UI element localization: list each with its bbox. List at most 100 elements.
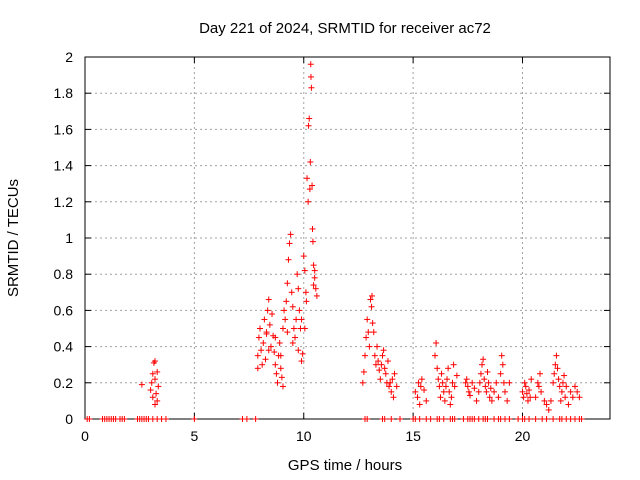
data-point: [397, 416, 403, 422]
data-point: [415, 379, 422, 386]
data-point: [444, 376, 451, 383]
data-point: [267, 343, 274, 350]
y-tick-label: 1.8: [54, 85, 74, 101]
data-point: [555, 376, 562, 383]
data-point: [307, 158, 314, 165]
data-point: [376, 367, 383, 374]
data-point: [86, 416, 93, 422]
data-point: [293, 316, 300, 323]
x-tick-label: 20: [515, 428, 531, 444]
data-point: [302, 289, 309, 296]
data-point: [436, 383, 443, 390]
y-axis-ticks: 0 0.2 0.4 0.6 0.8 1 1.2 1.4 1.6 1.8 2: [54, 49, 610, 427]
data-point: [366, 343, 373, 350]
data-point: [559, 379, 566, 386]
data-point: [384, 358, 391, 365]
y-tick-label: 0.4: [54, 339, 74, 355]
data-point: [412, 388, 419, 395]
data-point: [482, 383, 489, 390]
data-point: [271, 349, 278, 356]
data-point: [462, 379, 469, 386]
data-point: [526, 416, 533, 422]
data-point: [442, 383, 449, 390]
data-point: [311, 267, 318, 274]
data-point: [360, 368, 367, 375]
data-point: [309, 238, 316, 245]
x-tick-label: 15: [405, 428, 421, 444]
data-point: [152, 401, 158, 408]
data-point: [292, 334, 298, 341]
data-point: [553, 352, 560, 359]
data-point: [149, 394, 156, 401]
data-point: [499, 361, 506, 368]
data-point: [477, 370, 484, 377]
data-point: [375, 358, 382, 365]
data-point: [277, 352, 284, 359]
data-point: [421, 387, 428, 394]
data-point: [372, 361, 379, 368]
data-point: [475, 388, 482, 395]
data-point: [307, 73, 314, 80]
data-point: [370, 329, 377, 336]
data-point: [288, 289, 295, 296]
data-point: [289, 303, 296, 310]
data-point: [416, 401, 423, 408]
data-point: [261, 316, 268, 323]
data-point: [535, 383, 542, 390]
data-point: [393, 383, 400, 390]
data-point: [300, 253, 307, 260]
data-point: [306, 186, 313, 193]
data-point: [285, 256, 292, 263]
data-point: [498, 352, 505, 359]
data-point: [543, 401, 550, 408]
data-point: [380, 347, 387, 354]
data-point: [493, 379, 500, 386]
data-point: [416, 416, 423, 422]
data-point: [153, 390, 160, 397]
data-point: [485, 379, 492, 386]
data-series-srmtid: [84, 61, 585, 422]
data-point: [258, 347, 265, 354]
data-point: [484, 368, 491, 375]
data-point: [537, 370, 543, 377]
data-point: [387, 379, 394, 386]
data-point: [284, 280, 291, 287]
data-point: [147, 387, 154, 394]
data-point: [306, 115, 313, 122]
data-point: [289, 339, 296, 346]
data-point: [162, 416, 169, 422]
data-point: [154, 368, 161, 375]
data-point: [506, 416, 513, 422]
data-point: [259, 361, 266, 368]
y-tick-label: 0.2: [54, 375, 74, 391]
data-point: [359, 379, 366, 386]
data-point: [276, 339, 283, 346]
data-point: [440, 416, 447, 422]
data-point: [491, 388, 498, 395]
data-point: [369, 292, 375, 299]
data-point: [551, 370, 558, 377]
data-point: [464, 383, 471, 390]
data-point: [561, 372, 568, 379]
data-point: [437, 394, 444, 401]
data-point: [473, 397, 480, 404]
data-point: [440, 388, 447, 395]
data-point: [389, 376, 396, 383]
data-point: [435, 376, 442, 383]
data-point: [562, 394, 569, 401]
data-point: [563, 383, 570, 390]
data-point: [418, 376, 425, 383]
data-point: [500, 379, 507, 386]
data-point: [309, 182, 316, 189]
data-point: [414, 394, 421, 401]
data-point: [527, 394, 534, 401]
data-point: [432, 352, 438, 359]
data-point: [374, 343, 381, 350]
data-point: [266, 321, 273, 328]
data-point: [308, 84, 315, 91]
data-point: [364, 416, 371, 422]
data-point: [310, 282, 317, 289]
data-point: [367, 296, 374, 303]
data-point: [277, 365, 284, 372]
